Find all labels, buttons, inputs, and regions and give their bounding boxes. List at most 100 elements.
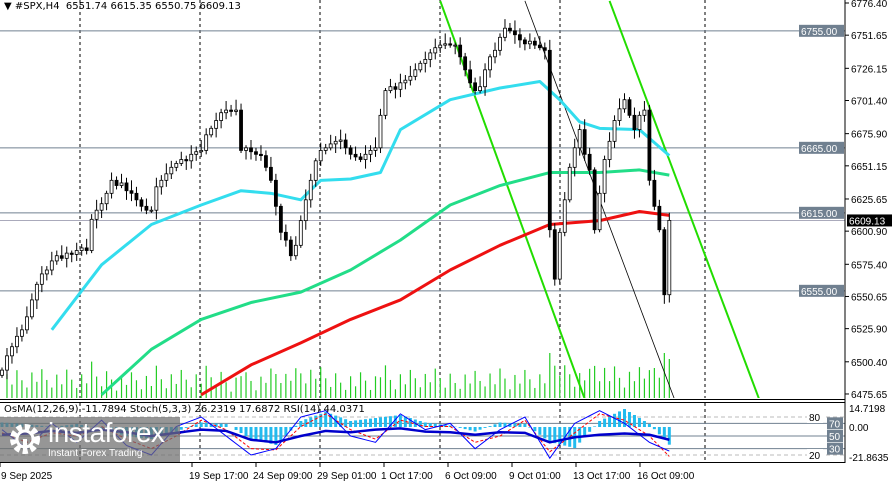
rsi-level-bg	[807, 448, 823, 461]
candle-body	[597, 192, 602, 231]
level-price-badge	[799, 206, 844, 219]
triangle-down-icon[interactable]: ▼	[4, 1, 12, 12]
candle-body	[393, 86, 398, 90]
rsi-level-label: 70	[829, 419, 841, 430]
indicator-axis-label: 14.7198	[849, 404, 886, 415]
candle-body	[249, 147, 253, 153]
candle-body	[298, 220, 303, 246]
indicator-axis-label: 0.00	[849, 423, 869, 434]
candle-body	[278, 205, 283, 233]
candle-body	[184, 159, 189, 162]
candle-body	[273, 179, 278, 207]
candle-body	[468, 69, 473, 84]
candle-body	[59, 255, 64, 259]
price-tick-label: 6475.65	[851, 390, 888, 401]
instaforex-logo: instaforex Instant Forex Trading	[0, 417, 180, 462]
candle-body	[39, 273, 44, 285]
candle-body	[488, 56, 492, 71]
candle-body	[124, 182, 129, 192]
candle-body	[657, 205, 662, 231]
candle-body	[99, 203, 104, 211]
candle-body	[338, 139, 343, 142]
chart-header: ▼ #SPX,H4 6551.74 6615.35 6550.75 6609.1…	[4, 1, 241, 12]
price-tick-label: 6651.15	[851, 162, 888, 173]
candle-body	[79, 247, 84, 251]
time-axis-label: 1 Oct 17:00	[381, 471, 433, 482]
candle-body	[542, 47, 547, 51]
trend-channel-line	[608, 0, 760, 398]
candle-body	[353, 153, 358, 158]
candle-body	[567, 166, 572, 201]
candle-body	[662, 229, 667, 296]
rsi-level-label: 50	[829, 432, 841, 443]
time-axis-label: 24 Sep 09:00	[253, 471, 313, 482]
moving-average-line	[100, 168, 670, 396]
gear-icon	[10, 424, 40, 454]
candle-body	[239, 109, 243, 151]
candle-body	[368, 150, 373, 155]
candle-body	[288, 239, 293, 257]
candle-body	[513, 30, 517, 36]
candle-body	[244, 147, 248, 151]
price-tick-label: 6500.40	[851, 358, 888, 369]
candle-body	[458, 44, 463, 58]
candle-body	[313, 160, 318, 181]
candle-body	[592, 169, 597, 231]
candle-body	[503, 27, 507, 38]
candle-body	[318, 150, 323, 162]
time-axis-label: 29 Sep 01:00	[317, 471, 377, 482]
candle-body	[264, 155, 268, 168]
candle-body	[428, 52, 433, 60]
candle-body	[323, 147, 328, 151]
candle-body	[622, 99, 627, 110]
current-price-badge	[847, 214, 892, 227]
candle-body	[433, 47, 438, 54]
candle-body	[54, 255, 59, 262]
candle-body	[572, 147, 577, 168]
rsi-level-bg	[807, 411, 823, 424]
candle-body	[119, 182, 124, 186]
candle-body	[303, 199, 308, 222]
indicator-label: OsMA(12,26,9) -11.7894 Stoch(5,3,3) 26.2…	[4, 404, 365, 415]
candle-body	[259, 153, 263, 157]
candle-body	[174, 163, 179, 168]
candle-body	[617, 108, 622, 121]
candle-body	[453, 44, 458, 47]
price-tick-label: 6575.40	[851, 260, 888, 271]
price-tick-label: 6726.15	[851, 64, 888, 75]
candle-body	[443, 43, 448, 46]
candle-body	[29, 299, 34, 318]
candle-body	[333, 140, 338, 145]
candle-body	[378, 114, 383, 149]
candle-body	[408, 75, 413, 81]
candle-body	[423, 59, 428, 64]
candle-body	[348, 147, 353, 155]
candle-body	[552, 229, 557, 280]
candle-body	[209, 127, 214, 136]
candle-body	[84, 247, 89, 251]
candle-body	[473, 82, 478, 92]
price-tick-label: 6675.90	[851, 130, 888, 141]
candle-body	[194, 151, 199, 155]
candle-body	[632, 114, 637, 131]
level-price-label: 6665.00	[801, 144, 838, 155]
logo-name: instaforex	[48, 417, 165, 448]
candle-body	[179, 159, 184, 164]
candle-body	[652, 179, 657, 207]
price-tick-label: 6550.65	[851, 292, 888, 303]
candle-body	[518, 34, 522, 41]
candle-body	[94, 209, 99, 220]
candle-body	[139, 199, 144, 207]
candle-body	[612, 120, 617, 142]
rsi-level-badge	[827, 417, 843, 430]
candle-body	[463, 56, 468, 71]
candle-body	[149, 209, 154, 212]
candle-body	[537, 44, 542, 49]
candle-body	[189, 153, 194, 162]
candle-body	[647, 109, 652, 181]
candle-body	[582, 129, 587, 155]
candle-body	[358, 156, 363, 160]
rsi-level-label: 80	[809, 413, 821, 424]
time-axis-label: 9 Oct 01:00	[509, 471, 561, 482]
